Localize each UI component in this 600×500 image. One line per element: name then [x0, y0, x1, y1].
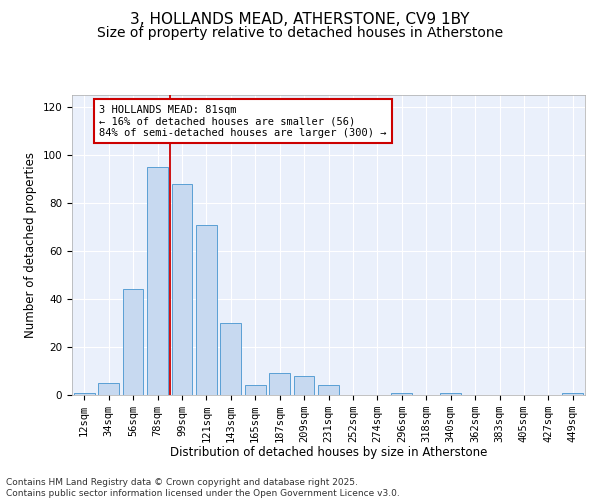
Bar: [318, 386, 339, 395]
X-axis label: Distribution of detached houses by size in Atherstone: Distribution of detached houses by size …: [170, 446, 487, 460]
Bar: [147, 167, 168, 395]
Bar: [220, 323, 241, 395]
Bar: [122, 290, 143, 395]
Bar: [98, 383, 119, 395]
Text: Contains HM Land Registry data © Crown copyright and database right 2025.
Contai: Contains HM Land Registry data © Crown c…: [6, 478, 400, 498]
Text: 3 HOLLANDS MEAD: 81sqm
← 16% of detached houses are smaller (56)
84% of semi-det: 3 HOLLANDS MEAD: 81sqm ← 16% of detached…: [99, 104, 386, 138]
Bar: [74, 392, 95, 395]
Bar: [269, 374, 290, 395]
Bar: [293, 376, 314, 395]
Bar: [440, 392, 461, 395]
Bar: [562, 392, 583, 395]
Bar: [172, 184, 193, 395]
Bar: [196, 224, 217, 395]
Bar: [245, 386, 266, 395]
Bar: [391, 392, 412, 395]
Y-axis label: Number of detached properties: Number of detached properties: [24, 152, 37, 338]
Text: 3, HOLLANDS MEAD, ATHERSTONE, CV9 1BY: 3, HOLLANDS MEAD, ATHERSTONE, CV9 1BY: [130, 12, 470, 28]
Text: Size of property relative to detached houses in Atherstone: Size of property relative to detached ho…: [97, 26, 503, 40]
